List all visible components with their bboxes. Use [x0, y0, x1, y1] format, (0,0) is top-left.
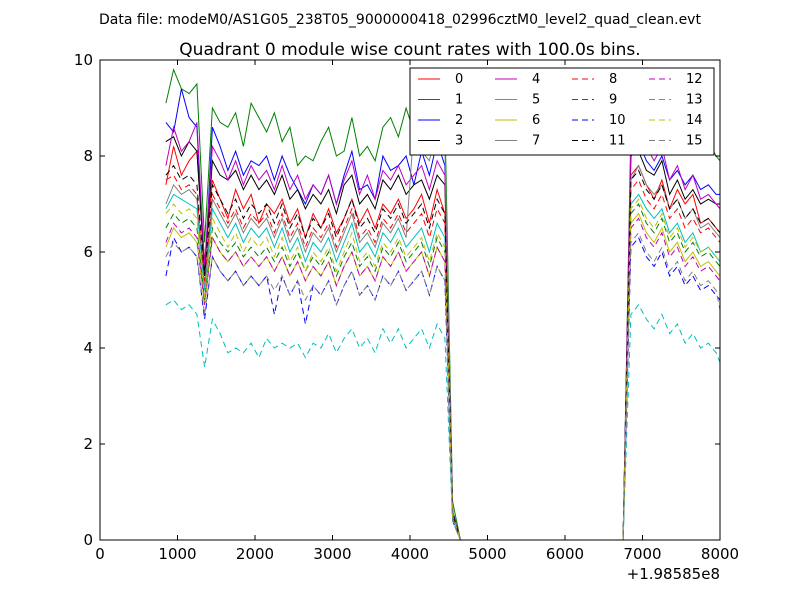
series-line-12 — [165, 217, 721, 541]
x-tick-label: 5000 — [468, 545, 506, 563]
y-tick-label: 4 — [83, 339, 93, 357]
legend-label-6: 6 — [532, 113, 540, 128]
y-tick-label: 0 — [83, 531, 93, 549]
y-tick-label: 8 — [83, 147, 93, 165]
data-file-label: Data file: modeM0/AS1G05_238T05_90000004… — [99, 12, 701, 28]
legend-label-15: 15 — [686, 134, 703, 149]
y-tick-label: 2 — [83, 435, 93, 453]
legend-label-10: 10 — [609, 113, 626, 128]
legend-label-0: 0 — [455, 72, 463, 87]
x-tick-label: 7000 — [623, 545, 661, 563]
series-line-10 — [165, 236, 721, 541]
series-line-11 — [165, 164, 721, 541]
legend-label-1: 1 — [455, 93, 463, 108]
series-line-5 — [165, 193, 721, 541]
series-line-8 — [165, 174, 721, 541]
legend-label-14: 14 — [686, 113, 703, 128]
y-tick-label: 6 — [83, 243, 93, 261]
legend-label-9: 9 — [609, 93, 617, 108]
x-tick-label: 3000 — [313, 545, 351, 563]
legend-label-13: 13 — [686, 93, 703, 108]
series-line-15 — [165, 231, 721, 541]
legend-label-4: 4 — [532, 72, 540, 87]
x-tick-label: 4000 — [391, 545, 429, 563]
series-line-13 — [165, 299, 721, 541]
series-line-6 — [165, 212, 721, 541]
series-line-2 — [165, 88, 720, 541]
legend-label-11: 11 — [609, 134, 626, 149]
x-tick-label: 6000 — [546, 545, 584, 563]
legend-label-3: 3 — [455, 134, 463, 149]
series-layer — [165, 67, 721, 541]
series-line-9 — [165, 203, 721, 541]
legend-label-5: 5 — [532, 93, 540, 108]
x-tick-label: 2000 — [236, 545, 274, 563]
series-line-14 — [165, 198, 721, 541]
x-offset-label: +1.98585e8 — [627, 565, 720, 583]
series-line-7 — [165, 125, 721, 541]
x-tick-label: 8000 — [701, 545, 739, 563]
series-line-3 — [165, 136, 720, 541]
series-line-4 — [165, 122, 721, 541]
legend-label-8: 8 — [609, 72, 617, 87]
legend-label-7: 7 — [532, 134, 540, 149]
chart-title: Quadrant 0 module wise count rates with … — [179, 40, 640, 60]
legend-label-2: 2 — [455, 113, 463, 128]
x-tick-label: 0 — [95, 545, 105, 563]
legend-label-12: 12 — [686, 72, 703, 87]
x-tick-label: 1000 — [158, 545, 196, 563]
y-tick-label: 10 — [74, 51, 93, 69]
series-line-0 — [165, 146, 721, 541]
